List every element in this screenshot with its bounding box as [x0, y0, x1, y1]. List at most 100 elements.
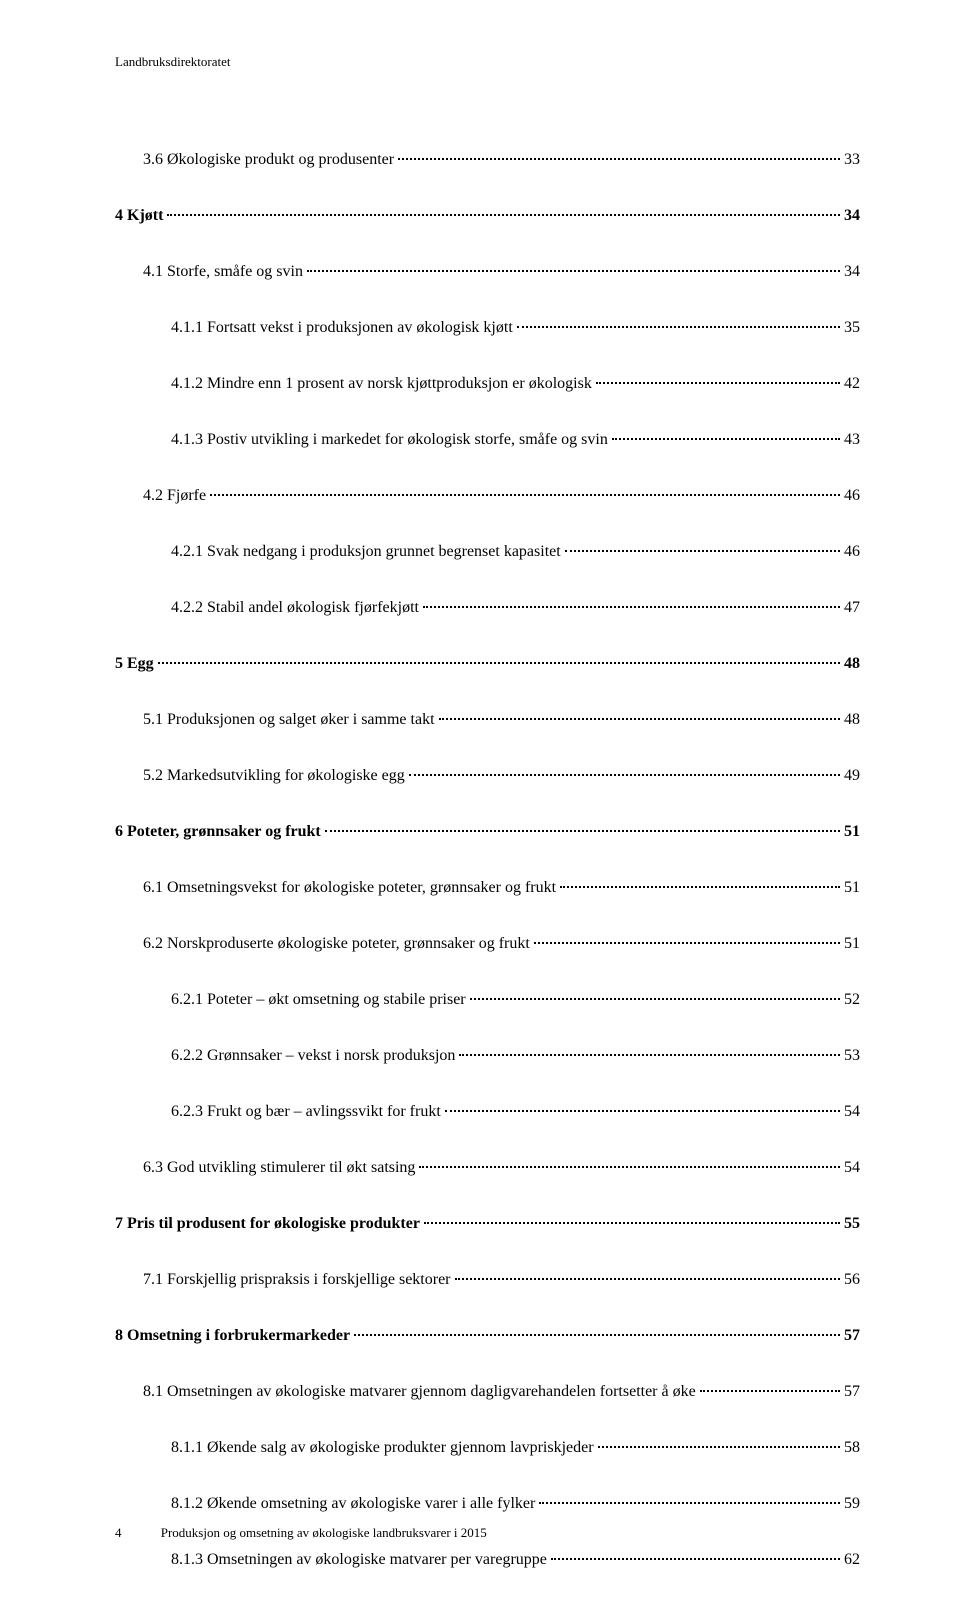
toc-entry: 4.1.2 Mindre enn 1 prosent av norsk kjøt…: [115, 372, 860, 396]
toc-entry-label: 8 Omsetning i forbrukermarkeder: [115, 1324, 350, 1348]
toc-entry-label: 7.1 Forskjellig prispraksis i forskjelli…: [143, 1268, 451, 1292]
toc-entry-label: 4.1.3 Postiv utvikling i markedet for øk…: [171, 428, 608, 452]
toc-entry-label: 5.1 Produksjonen og salget øker i samme …: [143, 708, 435, 732]
toc-entry-label: 6.2 Norskproduserte økologiske poteter, …: [143, 932, 530, 956]
toc-entry-label: 8.1.2 Økende omsetning av økologiske var…: [171, 1492, 535, 1516]
toc-entry-page: 58: [844, 1436, 860, 1460]
toc-entry-label: 6.1 Omsetningsvekst for økologiske potet…: [143, 876, 556, 900]
toc-entry-page: 43: [844, 428, 860, 452]
toc-entry-leader: [307, 270, 840, 272]
toc-entry-page: 34: [844, 204, 860, 228]
toc-entry: 4.1 Storfe, småfe og svin 34: [115, 260, 860, 284]
toc-entry-page: 54: [844, 1100, 860, 1124]
toc-entry-leader: [551, 1558, 840, 1560]
toc-entry-label: 6.2.2 Grønnsaker – vekst i norsk produks…: [171, 1044, 455, 1068]
toc-entry: 4 Kjøtt 34: [115, 204, 860, 228]
toc-entry-page: 47: [844, 596, 860, 620]
toc-entry-page: 53: [844, 1044, 860, 1068]
page-header: Landbruksdirektoratet: [115, 54, 231, 70]
toc-entry-page: 51: [844, 932, 860, 956]
toc-entry-page: 46: [844, 484, 860, 508]
toc-entry-leader: [517, 326, 840, 328]
toc-entry-label: 4.1.1 Fortsatt vekst i produksjonen av ø…: [171, 316, 513, 340]
toc-entry-label: 4.1.2 Mindre enn 1 prosent av norsk kjøt…: [171, 372, 592, 396]
toc-entry-label: 4.2 Fjørfe: [143, 484, 206, 508]
toc-entry-leader: [419, 1166, 840, 1168]
toc-entry-page: 62: [844, 1548, 860, 1572]
toc-entry: 6.3 God utvikling stimulerer til økt sat…: [115, 1156, 860, 1180]
toc-entry-leader: [470, 998, 840, 1000]
toc-entry-page: 42: [844, 372, 860, 396]
toc-entry-page: 48: [844, 652, 860, 676]
toc-entry-leader: [612, 438, 840, 440]
toc-entry-label: 6.3 God utvikling stimulerer til økt sat…: [143, 1156, 415, 1180]
toc-entry: 5 Egg 48: [115, 652, 860, 676]
footer-page-number: 4: [115, 1525, 122, 1541]
toc-entry-page: 49: [844, 764, 860, 788]
toc-entry: 6.2 Norskproduserte økologiske poteter, …: [115, 932, 860, 956]
toc-entry-leader: [539, 1502, 840, 1504]
toc-entry-leader: [445, 1110, 840, 1112]
toc-entry-leader: [409, 774, 840, 776]
toc-entry: 8.1.2 Økende omsetning av økologiske var…: [115, 1492, 860, 1516]
toc-entry: 5.1 Produksjonen og salget øker i samme …: [115, 708, 860, 732]
toc-entry-leader: [398, 158, 840, 160]
toc-entry: 7.1 Forskjellig prispraksis i forskjelli…: [115, 1268, 860, 1292]
toc-entry: 6.2.3 Frukt og bær – avlingssvikt for fr…: [115, 1100, 860, 1124]
toc-entry-label: 4.1 Storfe, småfe og svin: [143, 260, 303, 284]
toc-entry-page: 57: [844, 1324, 860, 1348]
toc-entry-label: 6 Poteter, grønnsaker og frukt: [115, 820, 321, 844]
toc-entry-leader: [455, 1278, 840, 1280]
toc-entry-page: 52: [844, 988, 860, 1012]
toc-entry-page: 48: [844, 708, 860, 732]
toc-entry-label: 5.2 Markedsutvikling for økologiske egg: [143, 764, 405, 788]
toc-entry-label: 7 Pris til produsent for økologiske prod…: [115, 1212, 420, 1236]
toc-entry: 8.1.1 Økende salg av økologiske produkte…: [115, 1436, 860, 1460]
toc-entry-page: 54: [844, 1156, 860, 1180]
toc-entry: 4.2.2 Stabil andel økologisk fjørfekjøtt…: [115, 596, 860, 620]
toc-entry-page: 51: [844, 820, 860, 844]
toc-entry: 4.2 Fjørfe 46: [115, 484, 860, 508]
footer-text: Produksjon og omsetning av økologiske la…: [161, 1525, 487, 1540]
toc-entry-leader: [354, 1334, 840, 1336]
toc-entry-leader: [596, 382, 840, 384]
toc-entry: 4.1.1 Fortsatt vekst i produksjonen av ø…: [115, 316, 860, 340]
toc-entry-label: 8.1 Omsetningen av økologiske matvarer g…: [143, 1380, 696, 1404]
toc-entry: 8 Omsetning i forbrukermarkeder 57: [115, 1324, 860, 1348]
toc-entry-page: 59: [844, 1492, 860, 1516]
toc-entry-leader: [167, 214, 840, 216]
toc-entry-label: 3.6 Økologiske produkt og produsenter: [143, 148, 394, 172]
toc-entry-leader: [423, 606, 840, 608]
toc-entry-label: 4.2.1 Svak nedgang i produksjon grunnet …: [171, 540, 561, 564]
toc-entry: 5.2 Markedsutvikling for økologiske egg 4…: [115, 764, 860, 788]
toc-entry-page: 51: [844, 876, 860, 900]
toc-entry-page: 56: [844, 1268, 860, 1292]
toc-entry-label: 5 Egg: [115, 652, 154, 676]
toc-entry: 6.2.2 Grønnsaker – vekst i norsk produks…: [115, 1044, 860, 1068]
toc-entry-page: 34: [844, 260, 860, 284]
toc-entry: 3.6 Økologiske produkt og produsenter 33: [115, 148, 860, 172]
toc-entry-leader: [700, 1390, 840, 1392]
toc-entry-label: 4 Kjøtt: [115, 204, 163, 228]
toc-entry: 7 Pris til produsent for økologiske prod…: [115, 1212, 860, 1236]
toc-entry: 4.2.1 Svak nedgang i produksjon grunnet …: [115, 540, 860, 564]
toc-entry-leader: [459, 1054, 840, 1056]
toc-entry-page: 35: [844, 316, 860, 340]
toc-entry: 8.1 Omsetningen av økologiske matvarer g…: [115, 1380, 860, 1404]
toc-entry: 6.1 Omsetningsvekst for økologiske potet…: [115, 876, 860, 900]
toc-entry-page: 55: [844, 1212, 860, 1236]
toc-entry: 4.1.3 Postiv utvikling i markedet for øk…: [115, 428, 860, 452]
toc-entry-leader: [598, 1446, 840, 1448]
toc-entry-label: 6.2.3 Frukt og bær – avlingssvikt for fr…: [171, 1100, 441, 1124]
toc-entry-label: 8.1.1 Økende salg av økologiske produkte…: [171, 1436, 594, 1460]
toc-entry-label: 6.2.1 Poteter – økt omsetning og stabile…: [171, 988, 466, 1012]
toc-entry-page: 33: [844, 148, 860, 172]
toc-entry-label: 8.1.3 Omsetningen av økologiske matvarer…: [171, 1548, 547, 1572]
toc-entry-page: 57: [844, 1380, 860, 1404]
table-of-contents: 3.6 Økologiske produkt og produsenter 33 4…: [115, 148, 860, 1572]
toc-entry: 6 Poteter, grønnsaker og frukt 51: [115, 820, 860, 844]
toc-entry-label: 4.2.2 Stabil andel økologisk fjørfekjøtt: [171, 596, 419, 620]
toc-entry: 6.2.1 Poteter – økt omsetning og stabile…: [115, 988, 860, 1012]
toc-entry-leader: [158, 662, 840, 664]
toc-entry-leader: [560, 886, 840, 888]
